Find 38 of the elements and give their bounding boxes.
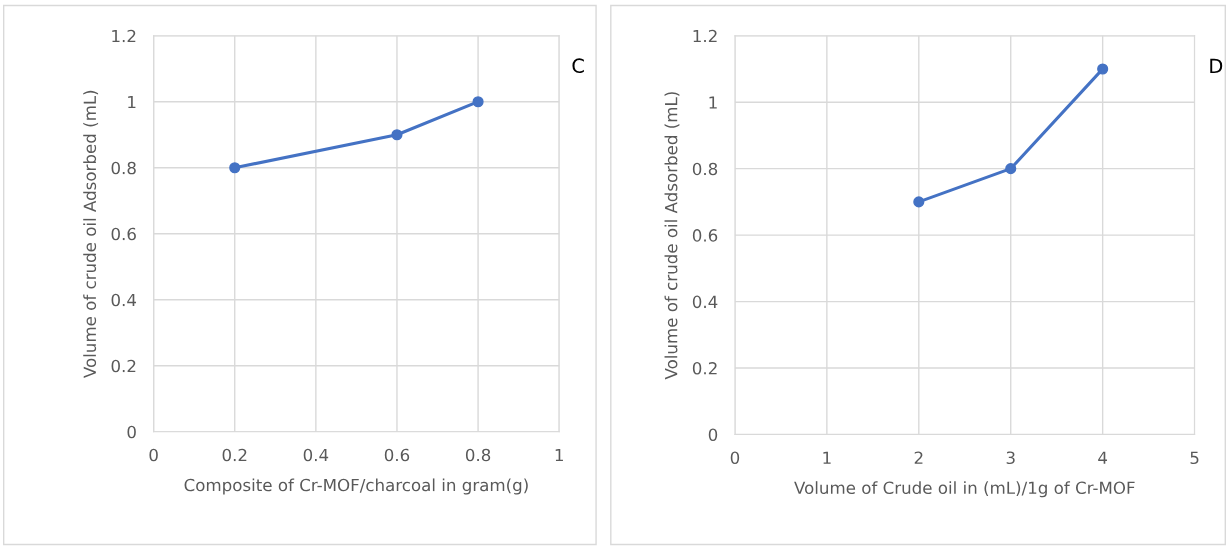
point	[472, 96, 484, 108]
y-tick-label: 0	[127, 425, 136, 439]
text: D	[1210, 58, 1223, 74]
y-tick-label: 0	[708, 428, 718, 442]
y-tick-label: 0.2	[111, 359, 136, 373]
x-axis-title: Composite of Cr-MOF/charcoal in gram(g)	[184, 478, 528, 495]
point	[1005, 163, 1017, 175]
y-axis-title: Volume of crude oil Adsorbed (mL)	[664, 92, 680, 380]
text: C	[572, 58, 584, 74]
y-tick-label: 0.6	[692, 229, 718, 242]
x-tick-label: 0	[149, 448, 158, 462]
point	[913, 196, 925, 208]
y-tick-label: 0.4	[111, 293, 137, 307]
x-tick-label: 4	[1098, 451, 1108, 464]
point	[1097, 63, 1109, 75]
x-tick-label: 0.6	[384, 448, 410, 462]
x-tick-label: 5	[1190, 451, 1199, 465]
x-tick-label: 3	[1006, 451, 1015, 465]
x-tick-label: 0.2	[222, 448, 247, 462]
y-tick-label: 1.2	[112, 29, 136, 43]
x-tick-label: 0.8	[465, 448, 491, 462]
y-tick-label: 0.4	[692, 295, 718, 309]
y-tick-label: 1.2	[693, 29, 717, 43]
point	[229, 162, 241, 174]
x-tick-label: 2	[914, 451, 923, 464]
y-axis-title: Volume of crude oil Adsorbed (mL)	[83, 90, 99, 379]
y-tick-label: 0.2	[692, 362, 717, 375]
y-tick-label: 1	[128, 95, 136, 109]
point	[391, 129, 403, 141]
y-tick-label: 0.8	[692, 162, 718, 176]
y-tick-label: 0.6	[111, 227, 136, 241]
y-tick-label: 0.8	[111, 161, 136, 175]
x-tick-label: 1	[823, 451, 831, 464]
x-tick-label: 0	[730, 451, 740, 465]
x-axis-title: Volume of Crude oil in (mL)/1g of Cr-MOF	[794, 481, 1135, 498]
x-tick-label: 0.4	[303, 448, 329, 462]
y-tick-label: 1	[709, 96, 717, 109]
x-tick-label: 1	[555, 448, 563, 462]
